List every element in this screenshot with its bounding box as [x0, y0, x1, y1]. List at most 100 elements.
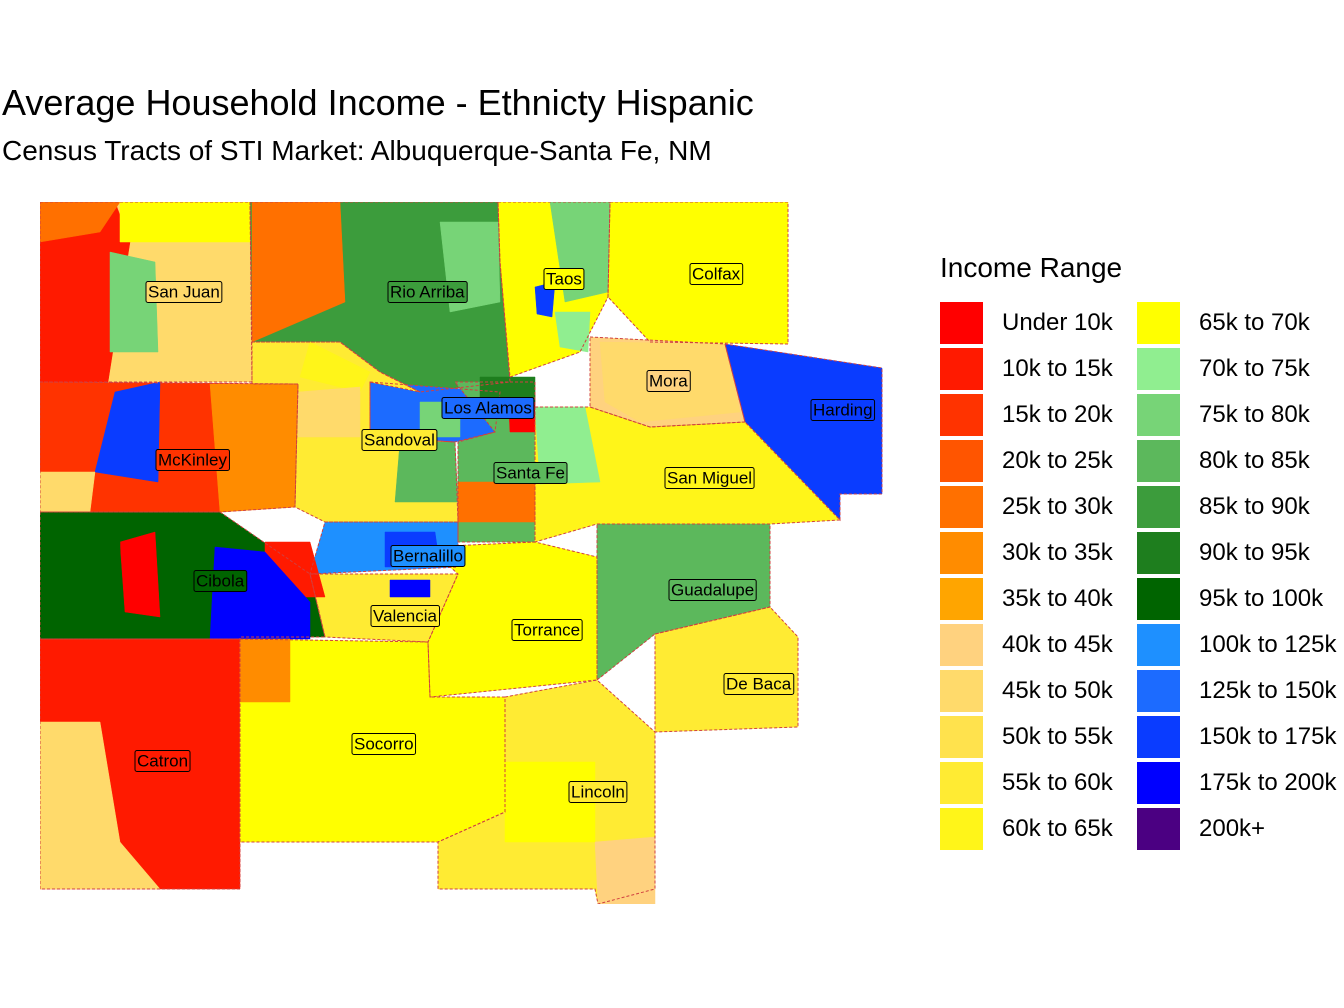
county-label-box	[689, 262, 744, 285]
tract-patch	[251, 202, 346, 343]
county-label-text: San Juan	[148, 282, 220, 301]
legend-swatch	[940, 578, 983, 620]
legend-item: Under 10k	[940, 300, 1113, 346]
county-label-box	[568, 780, 628, 803]
county-label-text: McKinley	[158, 450, 227, 469]
legend-label: 20k to 25k	[1002, 447, 1113, 474]
legend-label: 50k to 55k	[1002, 723, 1113, 750]
legend-label: 95k to 100k	[1199, 585, 1324, 612]
legend-item: 40k to 45k	[940, 622, 1113, 668]
map-title: Average Household Income - Ethnicty Hisp…	[2, 82, 754, 123]
legend-swatch	[1137, 532, 1180, 574]
county-label: Sandoval	[361, 428, 438, 451]
legend-swatch	[940, 486, 983, 528]
county-label-box	[511, 618, 583, 641]
legend-swatch	[1137, 624, 1180, 666]
legend-swatch	[940, 302, 983, 344]
county-label-box	[668, 578, 757, 601]
county-label-box	[664, 466, 755, 489]
county-label: Rio Arriba	[387, 280, 468, 303]
tract-patch	[119, 531, 161, 618]
tract-patch	[209, 383, 299, 513]
legend-item: 125k to 150k	[1137, 668, 1336, 714]
legend-item: 60k to 65k	[940, 806, 1113, 852]
tract-patch	[457, 481, 536, 523]
tract-patch	[40, 721, 161, 890]
legend-label: 125k to 150k	[1199, 677, 1337, 704]
legend-swatch	[940, 762, 983, 804]
legend-item: 35k to 40k	[940, 576, 1113, 622]
legend-item: 150k to 175k	[1137, 714, 1336, 760]
legend-item: 65k to 70k	[1137, 300, 1336, 346]
legend-item: 175k to 200k	[1137, 760, 1336, 806]
choropleth-map: San Juan Rio Arriba Taos Colfax Mora Harding L…	[40, 202, 883, 904]
county-border	[249, 202, 511, 393]
legend-item: 25k to 30k	[940, 484, 1113, 530]
county-label-text: Rio Arriba	[390, 282, 465, 301]
county-label: Cibola	[193, 569, 248, 592]
legend-item: 90k to 95k	[1137, 530, 1336, 576]
legend-swatch	[940, 716, 983, 758]
legend-label: Under 10k	[1002, 309, 1113, 336]
legend-item: 100k to 125k	[1137, 622, 1336, 668]
legend-item: 45k to 50k	[940, 668, 1113, 714]
county-label-box	[351, 732, 417, 755]
county-label-text: Torrance	[514, 620, 580, 639]
county-label: San Miguel	[664, 466, 755, 489]
legend-swatch	[1137, 808, 1180, 850]
legend-swatch	[1137, 302, 1180, 344]
county-label-box	[387, 280, 468, 303]
legend-label: 10k to 15k	[1002, 355, 1113, 382]
legend-label: 55k to 60k	[1002, 769, 1113, 796]
county-label: Mora	[646, 369, 691, 392]
legend-label: 75k to 80k	[1199, 401, 1310, 428]
county-label-text: Catron	[137, 751, 188, 770]
legend-swatch	[940, 394, 983, 436]
legend-label: 65k to 70k	[1199, 309, 1310, 336]
county-border	[251, 341, 459, 523]
tract-patch	[40, 471, 96, 513]
legend-item: 85k to 90k	[1137, 484, 1336, 530]
legend-label: 30k to 35k	[1002, 539, 1113, 566]
legend-label: 40k to 45k	[1002, 631, 1113, 658]
legend-item: 30k to 35k	[940, 530, 1113, 576]
county-label-box	[493, 461, 568, 484]
map-subtitle: Census Tracts of STI Market: Albuquerque…	[2, 135, 712, 166]
legend-label: 90k to 95k	[1199, 539, 1310, 566]
legend-swatch	[1137, 762, 1180, 804]
county-label-text: Sandoval	[364, 430, 435, 449]
legend-swatch	[1137, 486, 1180, 528]
legend-swatch	[940, 670, 983, 712]
county-label: Catron	[134, 749, 191, 772]
legend-label: 35k to 40k	[1002, 585, 1113, 612]
county-border	[40, 638, 241, 890]
county-label: Colfax	[689, 262, 744, 285]
tract-patch	[554, 311, 591, 353]
legend-label: 60k to 65k	[1002, 815, 1113, 842]
legend-swatch	[940, 440, 983, 482]
legend-item: 15k to 20k	[940, 392, 1113, 438]
tract-patch	[119, 202, 251, 243]
legend-item: 50k to 55k	[940, 714, 1113, 760]
county-label: Santa Fe	[493, 461, 568, 484]
tract-patch	[40, 511, 121, 640]
tract-patch	[109, 251, 159, 353]
legend-swatch	[940, 532, 983, 574]
county-label-box	[810, 398, 876, 421]
legend-column-1: Under 10k 10k to 15k 15k to 20k 20k to 25k 2…	[940, 300, 1113, 852]
county-label-text: Lincoln	[571, 782, 625, 801]
legend-label: 200k+	[1199, 815, 1266, 842]
tract-patch	[297, 386, 361, 438]
county-border	[607, 202, 789, 345]
county-border	[437, 679, 656, 904]
legend-label: 15k to 20k	[1002, 401, 1113, 428]
county-border	[426, 541, 598, 698]
county-label: Taos	[543, 267, 585, 290]
county-label-text: Cibola	[196, 571, 245, 590]
county-border	[40, 511, 326, 640]
county-label-text: Harding	[813, 400, 873, 419]
county-label-text: Los Alamos	[444, 398, 532, 417]
county-label-text: San Miguel	[667, 468, 752, 487]
county-label-text: De Baca	[726, 674, 792, 693]
legend-swatch	[1137, 670, 1180, 712]
